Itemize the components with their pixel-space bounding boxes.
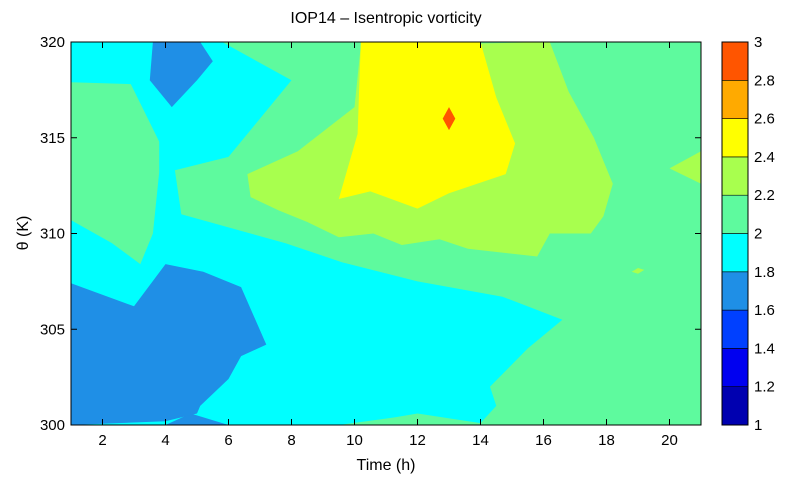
colorbar-tick-label: 1.4 bbox=[754, 340, 775, 357]
x-axis: 2 4 6 8 10 12 14 16 18 20 bbox=[98, 42, 678, 449]
colorbar-swatch bbox=[721, 309, 749, 349]
colorbar-tick-label: 1.6 bbox=[754, 302, 775, 319]
colorbar-tick-label: 2.4 bbox=[754, 149, 775, 166]
y-tick-label: 305 bbox=[40, 321, 65, 338]
colorbar-swatch bbox=[721, 80, 749, 119]
colorbar-swatch bbox=[721, 348, 749, 387]
colorbar-tick-label: 2.6 bbox=[754, 111, 775, 128]
colorbar-swatch bbox=[721, 156, 749, 196]
colorbar-swatch bbox=[721, 41, 749, 81]
contour-region bbox=[71, 264, 267, 425]
colorbar-swatch bbox=[721, 194, 749, 234]
x-tick-label: 2 bbox=[98, 432, 106, 449]
colorbar-frame bbox=[721, 41, 749, 426]
contour-region bbox=[71, 413, 229, 425]
y-tick-label: 300 bbox=[40, 417, 65, 434]
x-tick-label: 20 bbox=[661, 432, 678, 449]
x-tick-label: 18 bbox=[598, 432, 615, 449]
colorbar-swatch bbox=[721, 271, 749, 311]
contour-region bbox=[669, 151, 701, 184]
x-tick-label: 8 bbox=[287, 432, 295, 449]
colorbar-tick-label: 2.2 bbox=[754, 187, 775, 204]
contour-region bbox=[631, 268, 645, 274]
colorbar: 1 1.2 1.4 1.6 1.8 2 2.2 2.4 2.6 2.8 3 bbox=[721, 34, 775, 434]
colorbar-tick-label: 1.8 bbox=[754, 264, 775, 281]
y-tick-label: 315 bbox=[40, 130, 65, 147]
chart-title: IOP14 – Isentropic vorticity bbox=[290, 10, 481, 27]
x-tick-label: 10 bbox=[346, 432, 363, 449]
x-tick-label: 4 bbox=[161, 432, 169, 449]
colorbar-tick-label: 1 bbox=[754, 417, 762, 434]
y-axis: 300 305 310 315 320 bbox=[40, 34, 701, 434]
x-tick-label: 14 bbox=[472, 432, 489, 449]
contour-region bbox=[442, 107, 456, 131]
contour-region bbox=[338, 42, 516, 209]
colorbar-swatch bbox=[721, 118, 749, 158]
colorbar-tick-label: 1.2 bbox=[754, 379, 775, 396]
colorbar-tick-label: 2 bbox=[754, 226, 762, 243]
colorbar-tick-label: 3 bbox=[754, 34, 762, 51]
y-tick-label: 310 bbox=[40, 226, 65, 243]
x-tick-label: 12 bbox=[409, 432, 426, 449]
x-tick-label: 6 bbox=[224, 432, 232, 449]
y-axis-label: θ (K) bbox=[15, 216, 32, 251]
contour-region bbox=[149, 42, 213, 108]
colorbar-swatch bbox=[721, 386, 749, 426]
x-tick-label: 16 bbox=[535, 432, 552, 449]
contour-regions bbox=[71, 42, 701, 425]
colorbar-tick-label: 2.8 bbox=[754, 72, 775, 89]
x-axis-label: Time (h) bbox=[357, 457, 416, 474]
colorbar-swatch bbox=[721, 233, 749, 273]
y-tick-label: 320 bbox=[40, 34, 65, 51]
contour-region bbox=[71, 82, 160, 265]
